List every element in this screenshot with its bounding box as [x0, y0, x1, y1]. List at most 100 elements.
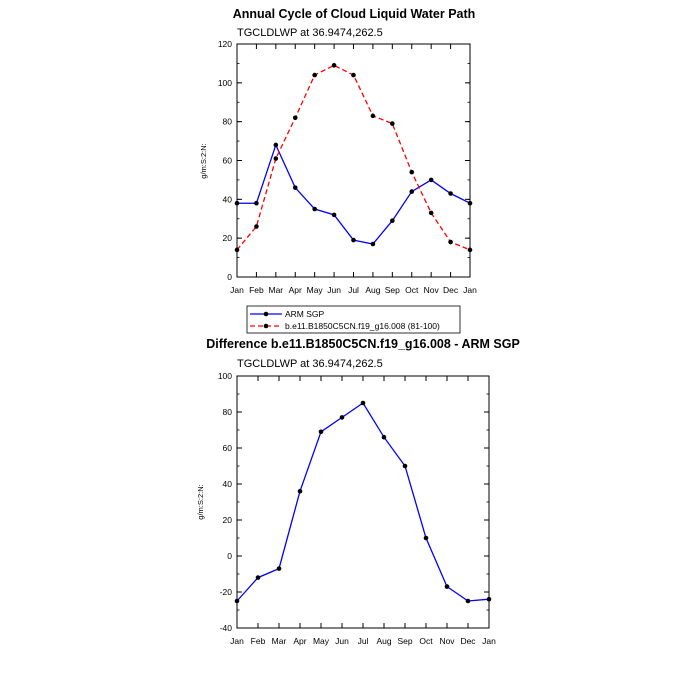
y-tick-label: 60: [223, 156, 233, 166]
legend-label-arm-sgp: ARM SGP: [285, 309, 325, 319]
series-1-point: [234, 247, 240, 253]
legend-box: [246, 305, 461, 334]
x-ticks: Jan Feb Mar Apr May Jun Jul Aug Sep Oct Nov Dec Jan: [230, 376, 496, 646]
x-ticks: Jan Feb Mar Apr May Jun Jul Aug Sep Oct Nov Dec Jan: [230, 44, 477, 295]
series-0-point: [312, 206, 317, 212]
series-0-point: [428, 177, 434, 183]
x-tick-label: Jun: [335, 636, 349, 646]
series-0-point: [360, 400, 366, 406]
series-0-point: [318, 429, 324, 435]
y-tick-label: 100: [218, 371, 232, 381]
x-tick-label: Jan: [482, 636, 496, 646]
series-0-point: [409, 189, 415, 194]
x-tick-label: Nov: [424, 285, 440, 295]
difference-chart: Difference b.e11.B1850C5CN.f19_g16.008 -…: [196, 337, 520, 646]
y-ticks: 0 20 40 60 80 100 120: [218, 39, 470, 282]
series-0-point: [331, 212, 337, 218]
y-tick-label: 40: [223, 194, 233, 204]
chart-title: Difference b.e11.B1850C5CN.f19_g16.008 -…: [206, 337, 520, 351]
x-tick-label: Aug: [365, 285, 380, 295]
x-tick-label: May: [307, 285, 324, 295]
x-tick-label: Nov: [439, 636, 455, 646]
series-line-0: [237, 143, 471, 245]
y-tick-label: 20: [223, 233, 233, 243]
y-tick-label: 40: [223, 479, 233, 489]
x-tick-label: Dec: [460, 636, 476, 646]
y-tick-label: 60: [223, 443, 233, 453]
series-0-point: [351, 237, 356, 243]
series-0-point: [276, 566, 282, 571]
series-1-point: [312, 72, 317, 78]
x-tick-label: Jun: [327, 285, 341, 295]
x-tick-label: Sep: [397, 636, 412, 646]
series-1-point: [273, 156, 279, 161]
series-0-point: [467, 200, 473, 206]
x-tick-label: Jan: [230, 285, 244, 295]
y-tick-label: 20: [223, 515, 233, 525]
series-0-point: [423, 535, 429, 541]
series-0-point: [339, 415, 345, 420]
series-0-point: [370, 241, 376, 247]
series-1-point: [351, 72, 356, 78]
annual-cycle-chart: Annual Cycle of Cloud Liquid Water Path …: [199, 7, 477, 334]
series-0-point: [381, 434, 387, 440]
series-0-point: [444, 584, 450, 589]
series-0-point: [402, 463, 408, 469]
series-0-point: [234, 598, 240, 604]
legend: ARM SGP b.e11.B1850C5CN.f19_g16.008 (81-…: [246, 305, 461, 334]
series-group: [234, 63, 473, 253]
series-0-point: [292, 185, 298, 190]
legend-label-model: b.e11.B1850C5CN.f19_g16.008 (81-100): [285, 321, 440, 331]
series-0-point: [448, 191, 453, 196]
x-tick-label: May: [313, 636, 330, 646]
x-tick-label: Mar: [272, 636, 287, 646]
chart-subtitle: TGCLDLWP at 36.9474,262.5: [237, 27, 383, 39]
y-tick-label: 0: [227, 272, 232, 282]
chart-title: Annual Cycle of Cloud Liquid Water Path: [233, 7, 476, 21]
chart-subtitle: TGCLDLWP at 36.9474,262.5: [237, 358, 383, 370]
series-0-point: [486, 596, 492, 602]
y-tick-label: -20: [220, 587, 233, 597]
y-ticks: -40 -20 0 20 40 60 80 100: [218, 371, 489, 633]
series-1-point: [409, 169, 415, 175]
x-tick-label: Feb: [249, 285, 264, 295]
x-tick-label: Aug: [376, 636, 391, 646]
x-tick-label: Feb: [251, 636, 266, 646]
x-tick-label: Jul: [348, 285, 359, 295]
series-0-point: [254, 200, 259, 206]
x-tick-label: Jan: [230, 636, 244, 646]
x-tick-label: Oct: [419, 636, 433, 646]
x-tick-label: Apr: [289, 285, 302, 295]
series-0-point: [273, 142, 279, 148]
series-line-0: [236, 402, 490, 602]
series-1-point: [292, 115, 298, 121]
x-tick-label: Jan: [463, 285, 477, 295]
y-tick-label: 80: [223, 117, 233, 127]
y-axis-label: g/m:S:2:N:: [199, 143, 208, 178]
series-1-point: [331, 63, 337, 68]
series-1-point: [370, 113, 376, 119]
legend-marker-model: [263, 323, 269, 329]
series-1-point: [467, 247, 473, 253]
y-tick-label: 0: [227, 551, 232, 561]
y-tick-label: 80: [223, 407, 233, 417]
series-0-point: [390, 218, 395, 223]
series-1-point: [428, 210, 434, 216]
series-0-point: [234, 200, 240, 206]
x-tick-label: Mar: [269, 285, 284, 295]
y-tick-label: 120: [218, 39, 232, 49]
series-1-point: [254, 224, 259, 229]
series-0-point: [255, 575, 261, 580]
series-group: [234, 400, 492, 604]
x-tick-label: Jul: [358, 636, 369, 646]
series-0-point: [297, 488, 303, 494]
y-axis-label: g/m:S:2:N:: [196, 484, 205, 519]
legend-marker-arm-sgp: [263, 311, 269, 317]
series-1-point: [448, 239, 453, 245]
x-tick-label: Apr: [293, 636, 306, 646]
y-tick-label: -40: [220, 623, 233, 633]
series-1-point: [390, 121, 395, 126]
x-tick-label: Sep: [385, 285, 400, 295]
x-tick-label: Oct: [405, 285, 419, 295]
